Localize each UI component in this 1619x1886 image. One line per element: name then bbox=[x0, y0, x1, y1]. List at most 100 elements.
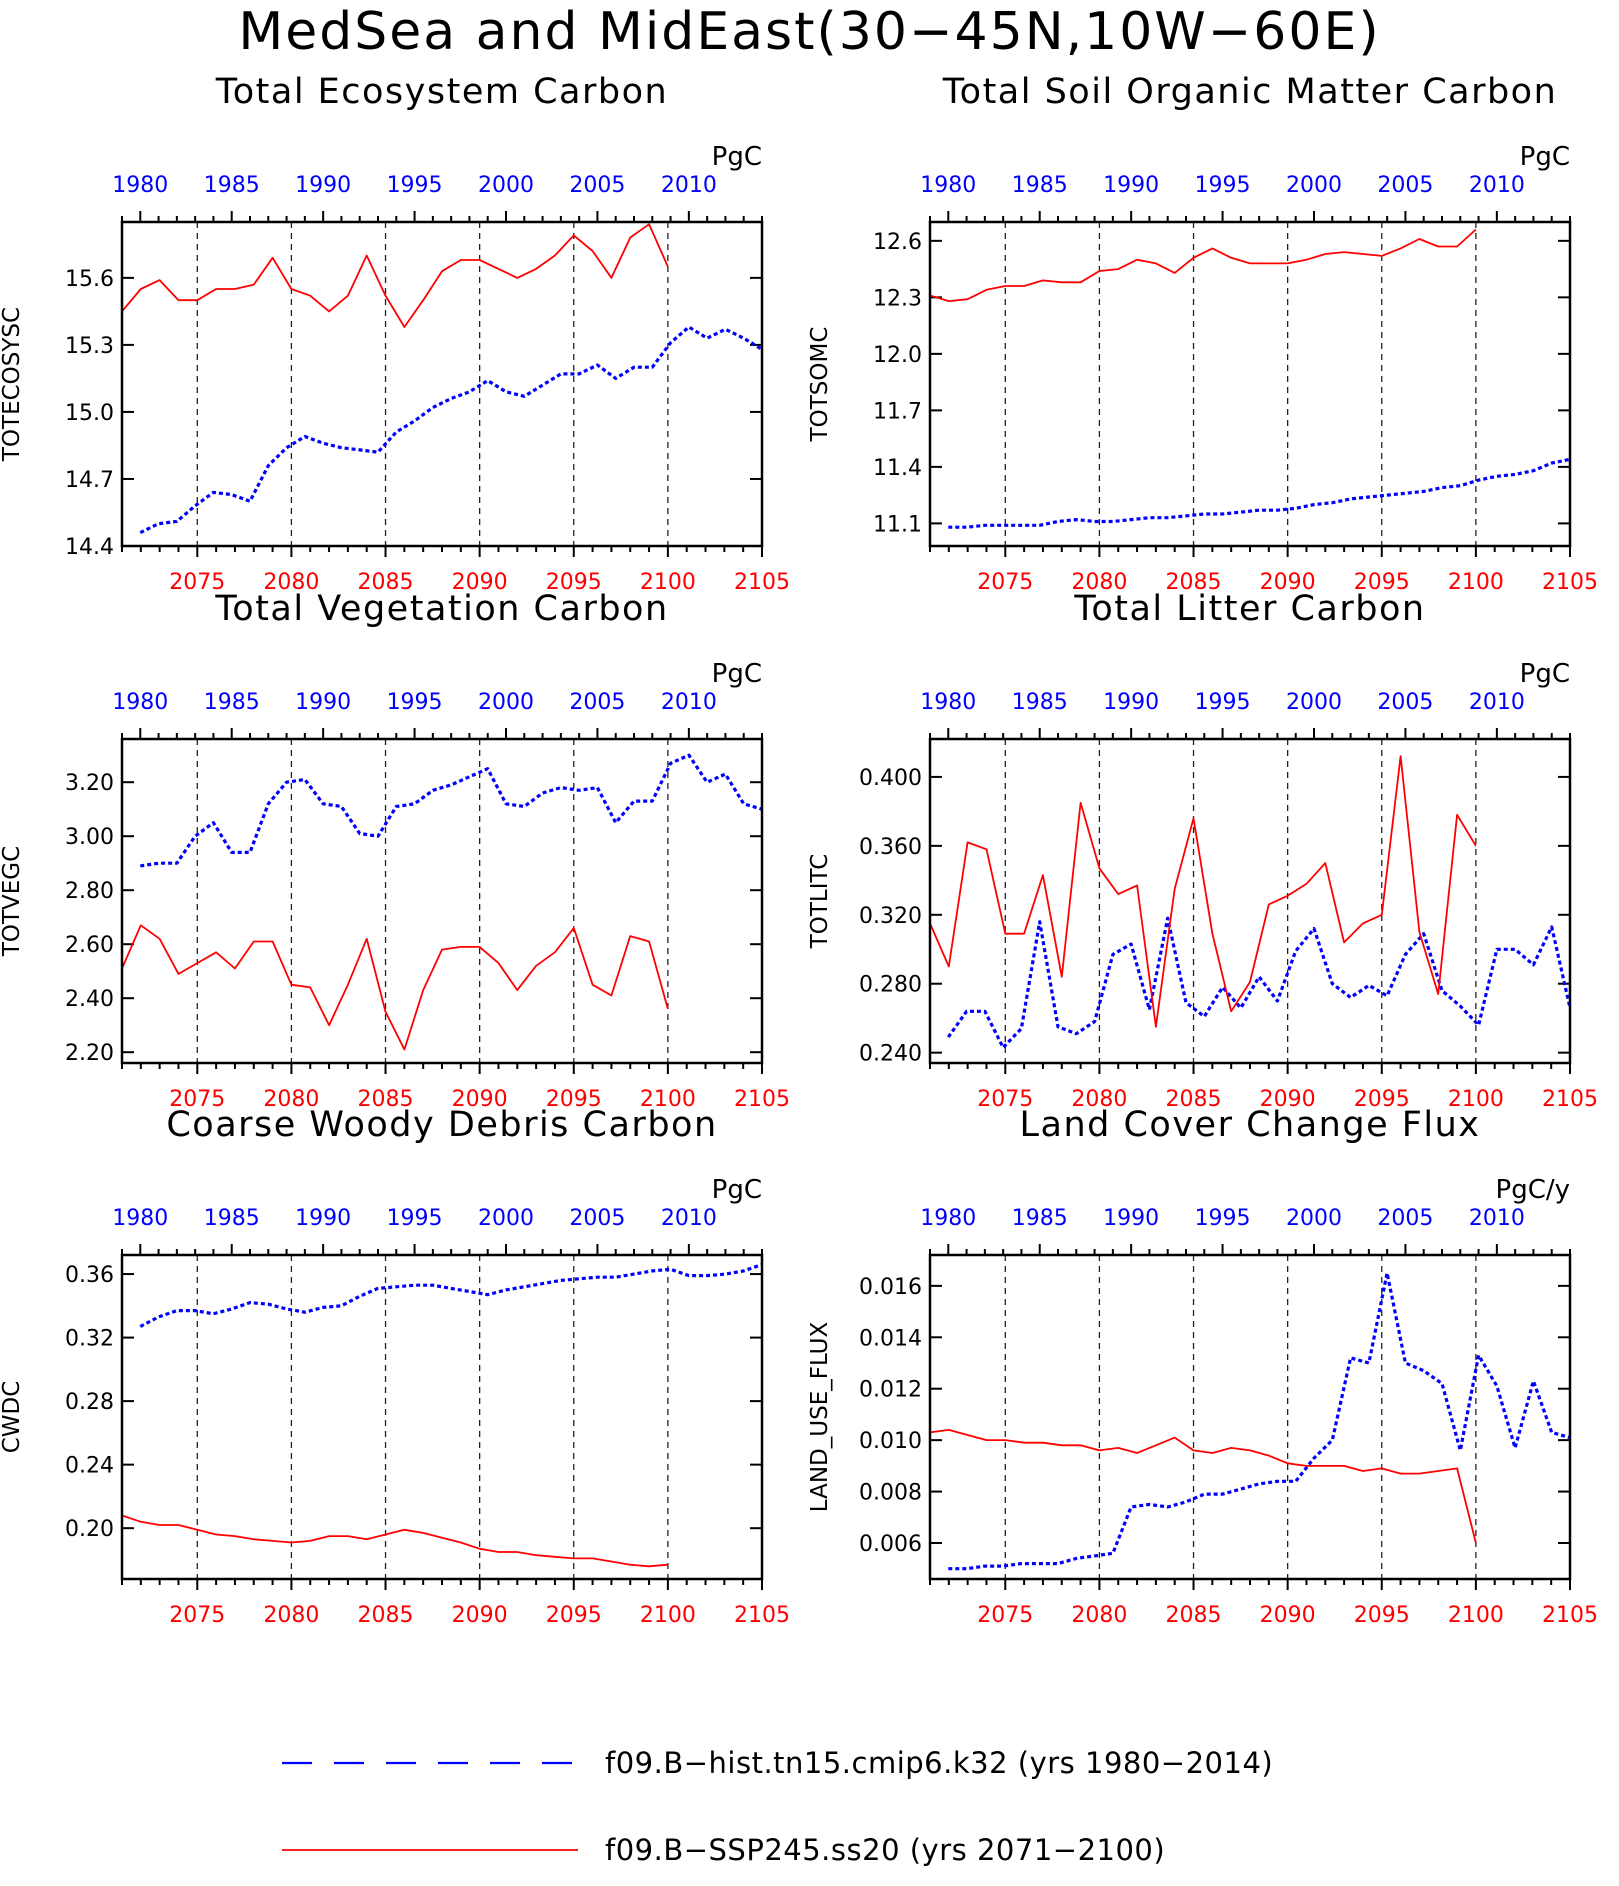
panel-title: Total Litter Carbon bbox=[1073, 589, 1425, 629]
x-tick-label-top: 2010 bbox=[661, 1206, 717, 1231]
x-tick-label-bottom: 2085 bbox=[358, 1603, 414, 1628]
y-tick-label: 0.28 bbox=[65, 1390, 114, 1415]
x-tick-label-top: 1980 bbox=[112, 690, 168, 715]
series-line-hist bbox=[139, 325, 763, 535]
x-tick-label-bottom: 2100 bbox=[1448, 1087, 1504, 1112]
x-tick-label-bottom: 2080 bbox=[1071, 1087, 1127, 1112]
x-tick-label-top: 1980 bbox=[920, 1206, 976, 1231]
y-tick-label: 11.1 bbox=[873, 512, 922, 537]
x-tick-label-top: 1985 bbox=[204, 690, 260, 715]
y-axis-label: LAND_USE_FLUX bbox=[807, 1322, 833, 1513]
units-label: PgC bbox=[712, 659, 762, 689]
plot-frame bbox=[120, 220, 764, 548]
x-tick-label-bottom: 2075 bbox=[169, 570, 225, 595]
y-tick-label: 0.320 bbox=[859, 904, 922, 929]
x-tick-label-bottom: 2095 bbox=[546, 1087, 602, 1112]
panel-title: Total Vegetation Carbon bbox=[214, 589, 668, 629]
x-tick-label-top: 1985 bbox=[204, 1206, 260, 1231]
panel-4: Total Litter Carbon PgC 0.240 0.280 0.320 0.3… bbox=[807, 589, 1598, 1112]
x-tick-label-top: 1980 bbox=[112, 1206, 168, 1231]
panel-2: Total Soil Organic Matter Carbon PgC 11.1 1… bbox=[807, 72, 1598, 595]
plot-frame bbox=[120, 737, 764, 1065]
y-tick-label: 0.360 bbox=[859, 835, 922, 860]
x-tick-label-top: 2010 bbox=[1469, 1206, 1525, 1231]
series-line-ssp bbox=[121, 1514, 668, 1568]
y-tick-label: 2.20 bbox=[65, 1041, 114, 1066]
y-tick-label: 12.6 bbox=[873, 230, 922, 255]
legend-label: f09.B−hist.tn15.cmip6.k32 (yrs 1980−2014… bbox=[605, 1746, 1273, 1780]
x-tick-label-top: 2005 bbox=[1377, 690, 1433, 715]
y-tick-label: 0.240 bbox=[859, 1042, 922, 1067]
x-tick-label-top: 1985 bbox=[1012, 1206, 1068, 1231]
x-tick-label-top: 1995 bbox=[387, 173, 443, 198]
x-tick-label-top: 2005 bbox=[569, 173, 625, 198]
x-tick-label-bottom: 2090 bbox=[452, 570, 508, 595]
y-tick-label: 11.7 bbox=[873, 399, 922, 424]
x-tick-label-bottom: 2075 bbox=[977, 1087, 1033, 1112]
x-tick-label-bottom: 2095 bbox=[1354, 570, 1410, 595]
panel-title: Land Cover Change Flux bbox=[1020, 1105, 1481, 1145]
y-tick-label: 0.20 bbox=[65, 1517, 114, 1542]
y-tick-label: 14.4 bbox=[65, 535, 114, 560]
units-label: PgC bbox=[712, 142, 762, 172]
y-tick-label: 0.280 bbox=[859, 973, 922, 998]
y-tick-label: 2.60 bbox=[65, 933, 114, 958]
panel-5: Coarse Woody Debris Carbon PgC 0.20 0.24 0.2… bbox=[0, 1105, 790, 1628]
x-tick-label-top: 2005 bbox=[1377, 173, 1433, 198]
y-tick-label: 11.4 bbox=[873, 456, 922, 481]
x-tick-label-bottom: 2090 bbox=[452, 1087, 508, 1112]
series-line-hist bbox=[946, 916, 1572, 1050]
x-tick-label-bottom: 2105 bbox=[1542, 1087, 1598, 1112]
units-label: PgC bbox=[1520, 659, 1570, 689]
x-tick-label-top: 1990 bbox=[1103, 690, 1159, 715]
y-tick-label: 0.32 bbox=[65, 1327, 114, 1352]
x-tick-label-bottom: 2105 bbox=[1542, 570, 1598, 595]
y-tick-label: 3.00 bbox=[65, 825, 114, 850]
x-tick-label-top: 1985 bbox=[204, 173, 260, 198]
x-tick-label-top: 2010 bbox=[661, 173, 717, 198]
y-tick-label: 15.0 bbox=[65, 401, 114, 426]
y-tick-label: 12.0 bbox=[873, 343, 922, 368]
x-tick-label-bottom: 2080 bbox=[1071, 1603, 1127, 1628]
x-tick-label-top: 2005 bbox=[1377, 1206, 1433, 1231]
x-tick-label-top: 2000 bbox=[1286, 1206, 1342, 1231]
plot-frame bbox=[928, 737, 1572, 1065]
plot-frame bbox=[120, 1253, 764, 1581]
y-tick-label: 2.40 bbox=[65, 987, 114, 1012]
x-tick-label-bottom: 2095 bbox=[546, 570, 602, 595]
y-tick-label: 0.24 bbox=[65, 1454, 114, 1479]
plot-frame bbox=[928, 220, 1572, 548]
x-tick-label-bottom: 2100 bbox=[1448, 570, 1504, 595]
series-line-hist bbox=[140, 753, 763, 868]
y-tick-label: 0.010 bbox=[859, 1429, 922, 1454]
y-axis-label: CWDC bbox=[0, 1381, 25, 1454]
figure-title: MedSea and MidEast(30−45N,10W−60E) bbox=[238, 2, 1381, 62]
units-label: PgC bbox=[712, 1175, 762, 1205]
x-tick-label-top: 1995 bbox=[387, 690, 443, 715]
panel-title: Coarse Woody Debris Carbon bbox=[166, 1105, 717, 1145]
x-tick-label-bottom: 2095 bbox=[546, 1603, 602, 1628]
x-tick-label-bottom: 2100 bbox=[1448, 1603, 1504, 1628]
x-tick-label-bottom: 2075 bbox=[977, 570, 1033, 595]
x-tick-label-bottom: 2095 bbox=[1354, 1603, 1410, 1628]
y-tick-label: 0.012 bbox=[859, 1378, 922, 1403]
x-tick-label-top: 2005 bbox=[569, 1206, 625, 1231]
x-tick-label-bottom: 2090 bbox=[452, 1603, 508, 1628]
x-tick-label-top: 1990 bbox=[295, 1206, 351, 1231]
x-tick-label-top: 1995 bbox=[1195, 173, 1251, 198]
x-tick-label-bottom: 2100 bbox=[640, 1087, 696, 1112]
series-line-ssp bbox=[121, 924, 669, 1051]
x-tick-label-top: 2000 bbox=[1286, 173, 1342, 198]
y-tick-label: 0.006 bbox=[859, 1532, 922, 1557]
x-tick-label-bottom: 2085 bbox=[358, 570, 414, 595]
x-tick-label-top: 2000 bbox=[478, 690, 534, 715]
y-axis-label: TOTLITC bbox=[807, 854, 833, 950]
y-tick-label: 0.400 bbox=[859, 766, 922, 791]
x-tick-label-bottom: 2100 bbox=[640, 1603, 696, 1628]
series-line-ssp bbox=[121, 223, 669, 328]
x-tick-label-bottom: 2105 bbox=[734, 570, 790, 595]
x-tick-label-top: 2010 bbox=[661, 690, 717, 715]
x-tick-label-top: 2000 bbox=[478, 173, 534, 198]
panel-3: Total Vegetation Carbon PgC 2.20 2.40 2.60 2.… bbox=[0, 589, 790, 1112]
